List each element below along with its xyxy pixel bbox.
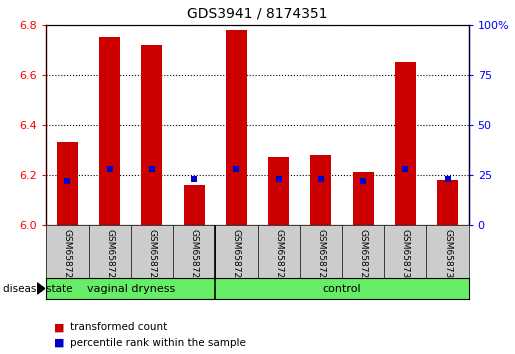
Title: GDS3941 / 8174351: GDS3941 / 8174351 [187,7,328,21]
Text: GSM658723: GSM658723 [105,229,114,284]
Bar [437,180,458,225]
Text: GSM658731: GSM658731 [443,229,452,284]
Text: disease state: disease state [3,284,72,294]
Text: GSM658725: GSM658725 [274,229,283,284]
Bar [99,37,120,225]
Bar [394,62,416,225]
Text: percentile rank within the sample: percentile rank within the sample [70,338,246,348]
Bar [57,142,78,225]
Bar [268,157,289,225]
Text: vaginal dryness: vaginal dryness [87,284,175,293]
Text: GSM658724: GSM658724 [232,229,241,284]
Text: GSM658722: GSM658722 [63,229,72,284]
Bar [226,30,247,225]
Text: GSM658726: GSM658726 [316,229,325,284]
Text: control: control [322,284,361,293]
Text: ■: ■ [54,338,64,348]
Text: GSM658727: GSM658727 [147,229,157,284]
Bar [352,172,373,225]
Text: transformed count: transformed count [70,322,167,332]
Bar [141,45,162,225]
Bar [310,155,331,225]
Text: GSM658729: GSM658729 [358,229,368,284]
Text: GSM658730: GSM658730 [401,229,410,284]
Polygon shape [37,283,45,294]
Text: GSM658728: GSM658728 [190,229,199,284]
Bar [183,185,204,225]
Text: ■: ■ [54,322,64,332]
